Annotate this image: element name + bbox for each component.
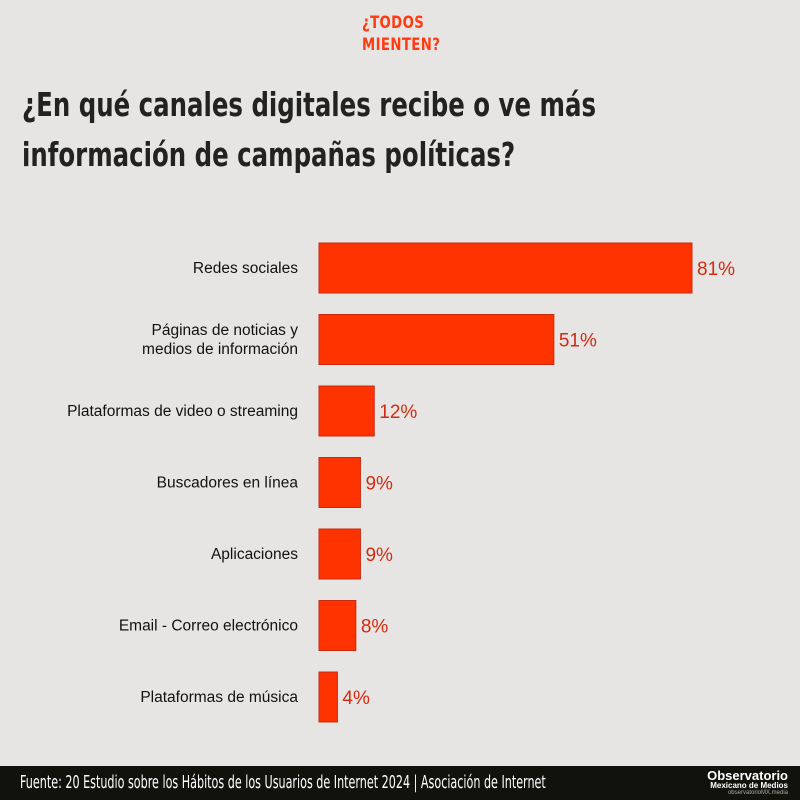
category-label: Aplicaciones	[211, 546, 298, 563]
bar	[318, 242, 693, 294]
source-text: Fuente: 20 Estudio sobre los Hábitos de …	[20, 772, 546, 793]
bar-chart: 81% Redes sociales 51% Páginas de noticias …	[67, 242, 735, 723]
bar	[318, 314, 555, 365]
category-label: medios de información	[142, 341, 298, 358]
brand-line-2: MIENTEN?	[362, 35, 441, 55]
bar	[318, 671, 338, 723]
chart-title: ¿En qué canales digitales recibe o ve má…	[22, 85, 596, 174]
category-label: Buscadores en línea	[157, 475, 299, 492]
logo-line-3: observatorioMX.media	[727, 790, 788, 796]
category-label: Redes sociales	[193, 260, 298, 277]
bar	[318, 385, 375, 437]
bar	[318, 600, 357, 651]
value-label: 51%	[559, 331, 597, 352]
observatorio-logo: Observatorio Mexicano de Medios observat…	[707, 769, 788, 796]
value-label: 9%	[365, 474, 393, 495]
category-label: Plataformas de música	[140, 689, 298, 706]
category-label: Páginas de noticias y	[152, 322, 299, 339]
logo-line-2: Mexicano de Medios	[710, 781, 788, 790]
value-label: 12%	[379, 402, 417, 423]
value-label: 8%	[361, 617, 389, 638]
category-label: Email - Correo electrónico	[119, 618, 298, 635]
footer: Fuente: 20 Estudio sobre los Hábitos de …	[0, 766, 800, 800]
value-label: 4%	[342, 688, 370, 709]
bar	[318, 457, 361, 508]
brand-logo: ¿TODOS MIENTEN?	[362, 12, 440, 56]
category-label: Plataformas de video o streaming	[67, 403, 298, 420]
brand-line-1: ¿TODOS	[362, 13, 425, 33]
bar	[318, 528, 361, 580]
value-label: 81%	[697, 259, 735, 280]
value-label: 9%	[365, 545, 393, 566]
logo-line-1: Observatorio	[707, 768, 788, 783]
